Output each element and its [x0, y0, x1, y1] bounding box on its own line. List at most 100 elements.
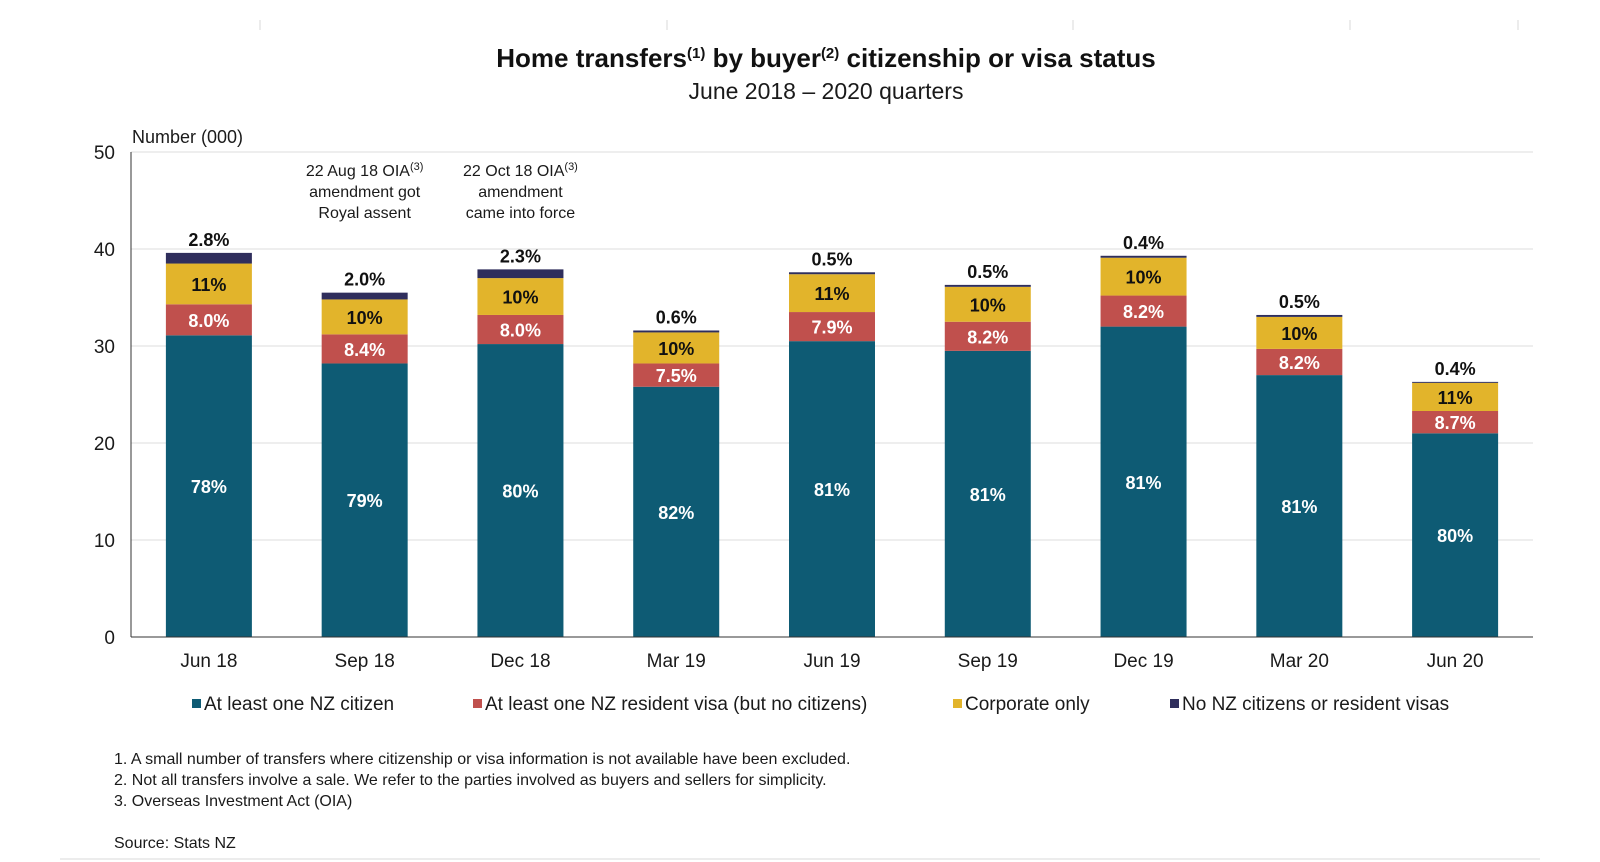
bar-segment-sep-18-corporate-only — [321, 299, 408, 335]
data-label-sep-19-corporate-only: 10% — [970, 295, 1006, 315]
data-label-jun-19-at-least-one-nz-resident-visa-but-no-citizens: 7.9% — [811, 318, 852, 338]
bar-segment-dec-18-no-nz-citizens-or-resident-visas — [477, 269, 564, 279]
bar-segment-jun-20-at-least-one-nz-resident-visa-but-no-citizens — [1412, 410, 1499, 434]
bar-segment-mar-20-at-least-one-nz-citizen — [1256, 375, 1343, 637]
legend-item-at-least-one-nz-citizen: At least one NZ citizen — [192, 694, 394, 715]
x-tick-label-dec-18: Dec 18 — [490, 651, 550, 672]
legend-swatch — [192, 699, 201, 708]
x-tick-label-jun-20: Jun 20 — [1427, 651, 1484, 672]
data-label-sep-19-at-least-one-nz-citizen: 81% — [970, 485, 1006, 505]
legend-item-no-nz-citizens-or-resident-visas: No NZ citizens or resident visas — [1170, 694, 1449, 715]
y-tick-label: 30 — [94, 337, 115, 358]
bar-segment-jun-18-no-nz-citizens-or-resident-visas — [165, 252, 252, 264]
data-label-sep-18-at-least-one-nz-citizen: 79% — [347, 491, 383, 511]
annotations: 22 Aug 18 OIA(3) amendment got Royal assen… — [306, 161, 578, 222]
legend-item-at-least-one-nz-resident-visa-but-no-citizens: At least one NZ resident visa (but no ci… — [473, 694, 867, 715]
annotation-line: came into force — [466, 205, 575, 222]
axes — [130, 152, 1533, 638]
bar-segment-jun-20-corporate-only — [1412, 382, 1499, 411]
frame-ticks — [60, 20, 1540, 860]
bars — [165, 252, 1499, 637]
data-label-jun-19-no-nz-citizens-or-resident-visas: 0.5% — [811, 249, 852, 269]
data-label-mar-19-at-least-one-nz-citizen: 82% — [658, 503, 694, 523]
x-tick-label-dec-19: Dec 19 — [1113, 651, 1173, 672]
data-label-dec-18-at-least-one-nz-citizen: 80% — [502, 482, 538, 502]
chart-subtitle: June 2018 – 2020 quarters — [689, 78, 964, 104]
data-label-mar-19-corporate-only: 10% — [658, 339, 694, 359]
bar-segment-sep-19-corporate-only — [944, 286, 1031, 322]
bar-segment-mar-20-at-least-one-nz-resident-visa-but-no-citizens — [1256, 348, 1343, 376]
annotation-dec-18: 22 Oct 18 OIA(3) amendment came into force — [463, 161, 578, 222]
bar-segment-dec-18-at-least-one-nz-resident-visa-but-no-citizens — [477, 314, 564, 345]
bar-segment-dec-18-at-least-one-nz-citizen — [477, 344, 564, 637]
bar-segment-jun-18-at-least-one-nz-resident-visa-but-no-citizens — [165, 304, 252, 336]
data-label-jun-19-corporate-only: 11% — [814, 284, 849, 304]
bar-segment-jun-19-corporate-only — [789, 274, 875, 313]
data-label-mar-19-at-least-one-nz-resident-visa-but-no-citizens: 7.5% — [656, 366, 697, 386]
annotation-sep-18: 22 Aug 18 OIA(3) amendment got Royal assen… — [306, 161, 424, 222]
bar-segment-mar-20-corporate-only — [1256, 316, 1343, 349]
footnote-1: 1. A small number of transfers where cit… — [114, 751, 850, 768]
data-label-sep-18-corporate-only: 10% — [347, 308, 383, 328]
bar-segment-sep-18-no-nz-citizens-or-resident-visas — [321, 292, 408, 300]
bar-segment-jun-19-at-least-one-nz-resident-visa-but-no-citizens — [789, 312, 875, 342]
legend-swatch — [1170, 699, 1179, 708]
legend-item-corporate-only: Corporate only — [953, 694, 1090, 715]
footnote-2: 2. Not all transfers involve a sale. We … — [114, 772, 827, 789]
bar-segment-jun-20-no-nz-citizens-or-resident-visas — [1412, 381, 1499, 383]
legend-swatch — [953, 699, 962, 708]
source-note: Source: Stats NZ — [114, 835, 236, 852]
bar-segment-mar-20-no-nz-citizens-or-resident-visas — [1256, 314, 1343, 317]
y-tick-label: 40 — [94, 240, 115, 261]
data-label-mar-20-no-nz-citizens-or-resident-visas: 0.5% — [1279, 292, 1320, 312]
data-label-dec-19-at-least-one-nz-resident-visa-but-no-citizens: 8.2% — [1123, 302, 1164, 322]
y-axis-ticks: 0 10 20 30 40 50 — [94, 143, 115, 649]
legend-swatch — [473, 699, 482, 708]
data-label-dec-18-at-least-one-nz-resident-visa-but-no-citizens: 8.0% — [500, 321, 541, 341]
bar-labels: 78% 8.0% 11% 2.8% 79% 8.4% 10% 2.0% 80% 8.0% 10% 2.… — [188, 230, 1475, 546]
data-label-dec-19-corporate-only: 10% — [1126, 268, 1162, 288]
bar-segment-sep-19-no-nz-citizens-or-resident-visas — [944, 284, 1031, 287]
bar-segment-dec-19-no-nz-citizens-or-resident-visas — [1100, 255, 1187, 258]
annotation-line: amendment — [478, 184, 563, 201]
legend-label: At least one NZ resident visa (but no ci… — [485, 694, 867, 715]
x-tick-label-mar-19: Mar 19 — [647, 651, 706, 672]
y-tick-label: 0 — [104, 628, 115, 649]
bar-segment-dec-19-at-least-one-nz-citizen — [1100, 326, 1187, 637]
annotation-line: Royal assent — [318, 205, 411, 222]
data-label-sep-19-at-least-one-nz-resident-visa-but-no-citizens: 8.2% — [967, 327, 1008, 347]
chart-title-sup1: (1) — [687, 45, 705, 62]
annotation-line: 22 Aug 18 OIA(3) — [306, 161, 424, 180]
bar-segment-sep-18-at-least-one-nz-citizen — [321, 363, 408, 637]
data-label-jun-20-corporate-only: 11% — [1438, 388, 1473, 408]
annotation-line: amendment got — [309, 184, 421, 201]
footnotes: 1. A small number of transfers where cit… — [114, 751, 850, 852]
bar-segment-dec-19-at-least-one-nz-resident-visa-but-no-citizens — [1100, 295, 1187, 327]
bar-segment-jun-19-at-least-one-nz-citizen — [789, 341, 875, 637]
data-label-jun-18-corporate-only: 11% — [191, 275, 226, 295]
data-label-sep-18-no-nz-citizens-or-resident-visas: 2.0% — [344, 270, 385, 290]
data-label-jun-18-at-least-one-nz-resident-visa-but-no-citizens: 8.0% — [188, 311, 229, 331]
x-tick-label-jun-18: Jun 18 — [180, 651, 237, 672]
legend: At least one NZ citizen At least one NZ r… — [192, 694, 1449, 715]
chart-title: Home transfers(1) by buyer(2) citizenshi… — [496, 43, 1155, 73]
legend-label: At least one NZ citizen — [204, 694, 394, 715]
x-tick-label-jun-19: Jun 19 — [803, 651, 860, 672]
bar-segment-jun-20-at-least-one-nz-citizen — [1412, 433, 1499, 637]
data-label-jun-18-at-least-one-nz-citizen: 78% — [191, 477, 227, 497]
y-tick-label: 20 — [94, 434, 115, 455]
data-label-jun-20-at-least-one-nz-resident-visa-but-no-citizens: 8.7% — [1435, 413, 1476, 433]
bar-segment-mar-19-corporate-only — [633, 332, 720, 364]
data-label-mar-19-no-nz-citizens-or-resident-visas: 0.6% — [656, 307, 697, 327]
chart-title-part2: by buyer — [705, 43, 821, 73]
bar-segment-mar-19-at-least-one-nz-resident-visa-but-no-citizens — [633, 363, 720, 387]
data-label-jun-18-no-nz-citizens-or-resident-visas: 2.8% — [188, 230, 229, 250]
y-axis-label: Number (000) — [132, 127, 243, 147]
footnote-3: 3. Overseas Investment Act (OIA) — [114, 793, 352, 810]
data-label-jun-19-at-least-one-nz-citizen: 81% — [814, 480, 850, 500]
data-label-dec-18-corporate-only: 10% — [502, 288, 538, 308]
data-label-dec-19-at-least-one-nz-citizen: 81% — [1126, 473, 1162, 493]
chart-title-part1: Home transfers — [496, 43, 687, 73]
data-label-mar-20-at-least-one-nz-citizen: 81% — [1281, 497, 1317, 517]
